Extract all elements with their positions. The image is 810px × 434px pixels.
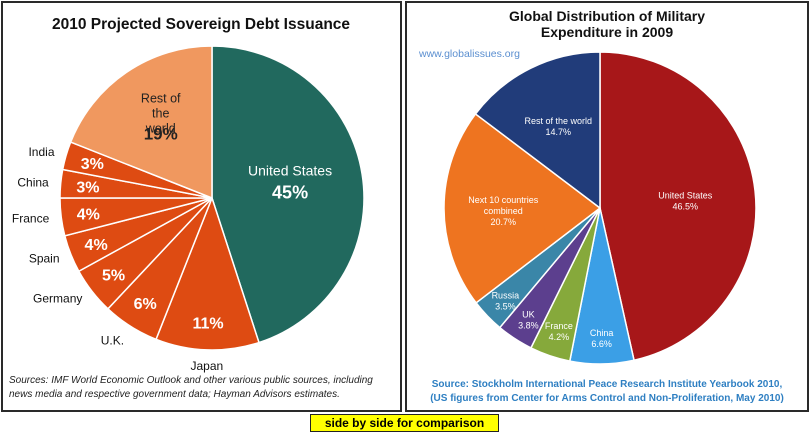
pie-slice-rest-of-the-world: [474, 51, 601, 210]
military-expenditure-panel: Global Distribution of Military Expenditu…: [405, 1, 809, 412]
slice-value-united-states: 45%: [272, 183, 308, 203]
slice-label-uk: UK: [522, 310, 535, 320]
source-note-line2: news media and respective government dat…: [9, 389, 340, 400]
debt-issuance-pie-chart: 2010 Projected Sovereign Debt Issuance U…: [9, 16, 373, 400]
slice-value-france: 4%: [77, 207, 100, 224]
slice-value-uk: 3.8%: [518, 321, 539, 331]
slice-label-united-states: United States: [248, 163, 332, 179]
source-note-line1: Source: Stockholm International Peace Re…: [432, 379, 783, 390]
slice-value-spain: 4%: [85, 237, 108, 254]
slice-value-germany: 5%: [102, 267, 125, 284]
slice-value-china: 3%: [76, 179, 99, 196]
slice-value-france: 4.2%: [549, 332, 570, 342]
slice-value-united-states: 46.5%: [673, 202, 699, 212]
slice-label-china: China: [590, 328, 614, 338]
pie-slice-united-states: [211, 45, 365, 344]
debt-issuance-panel: 2010 Projected Sovereign Debt Issuance U…: [1, 1, 402, 412]
military-expenditure-pie-chart: Global Distribution of Military Expenditu…: [418, 8, 784, 404]
slice-value-rest-of-the-world: 14.7%: [546, 127, 572, 137]
website-label: www.globalissues.org: [418, 48, 520, 60]
pie-slice-rest-of-the-world: [69, 45, 213, 200]
slice-label-united-states: United States: [658, 191, 713, 201]
slice-label-spain: Spain: [29, 251, 60, 265]
slice-label-india: India: [28, 145, 54, 159]
slice-label-germany: Germany: [33, 292, 82, 306]
slice-value-russia: 3.5%: [495, 302, 516, 312]
pie-slice-united-states: [599, 51, 757, 362]
slice-label-france: France: [12, 212, 50, 226]
slice-value-india: 3%: [81, 156, 104, 173]
chart-title: 2010 Projected Sovereign Debt Issuance: [52, 16, 350, 33]
source-note-line1: Sources: IMF World Economic Outlook and …: [9, 375, 373, 386]
slice-label-china: China: [17, 176, 49, 190]
slice-value-next-10-countries-combined: 20.7%: [491, 217, 517, 227]
pie-slice-japan: [155, 195, 260, 351]
slice-label-rest-of-the-world: Rest of the world: [141, 92, 181, 136]
slice-value-china: 6.6%: [591, 339, 612, 349]
slice-value-u-k: 6%: [134, 296, 157, 313]
source-note-line2: (US figures from Center for Arms Control…: [430, 393, 784, 404]
slice-label-russia: Russia: [492, 291, 520, 301]
slice-label-u-k: U.K.: [101, 333, 124, 347]
slice-label-next-10-countries-combined: Next 10 countries combined: [468, 195, 539, 216]
pie-slice-next-10-countries-combined: [443, 112, 602, 304]
slice-value-japan: 11%: [193, 316, 224, 333]
chart-title: Global Distribution of Military Expenditu…: [509, 8, 705, 40]
slice-label-rest-of-the-world: Rest of the world: [525, 116, 593, 126]
slice-value-rest-of-the-world: 19%: [144, 125, 178, 144]
slice-label-france: France: [545, 321, 573, 331]
slice-label-japan: Japan: [190, 359, 223, 373]
comparison-caption: side by side for comparison: [310, 414, 499, 432]
